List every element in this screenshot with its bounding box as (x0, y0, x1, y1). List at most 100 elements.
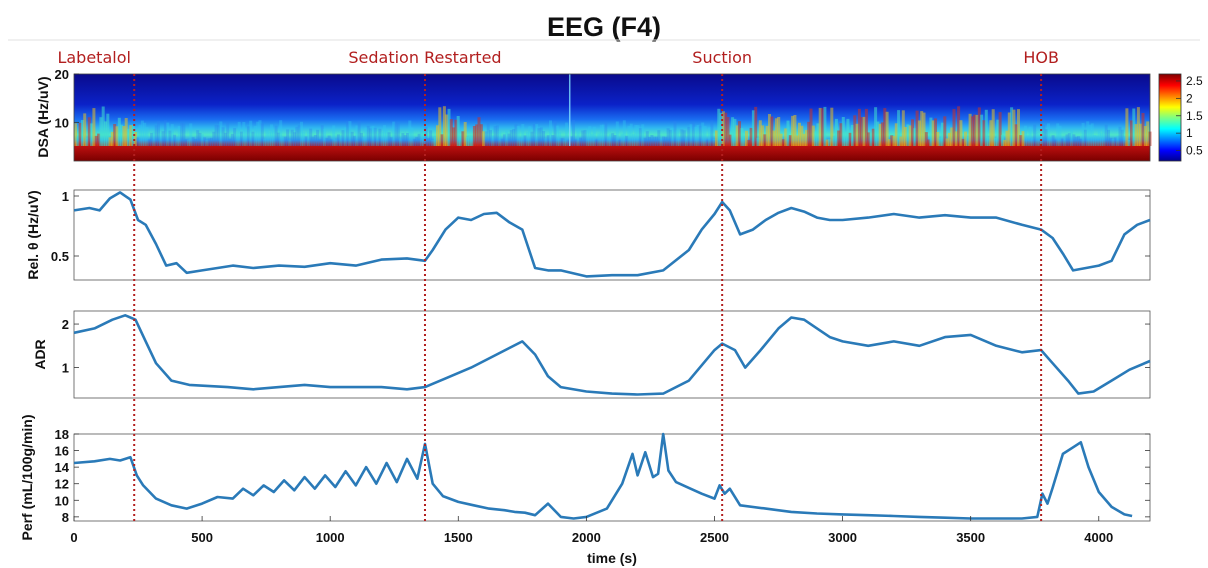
dsa-streak (1134, 124, 1138, 146)
dsa-streak (968, 113, 972, 146)
dsa-streak (1111, 139, 1115, 146)
dsa-streak (772, 130, 776, 146)
dsa-streak (876, 121, 880, 146)
dsa-streak (110, 131, 114, 146)
dsa-streak (846, 118, 850, 146)
dsa-streak (1003, 139, 1007, 146)
dsa-streak (477, 117, 481, 146)
dsa-streak (251, 131, 255, 146)
dsa-streak (728, 134, 732, 146)
dsa-streak (346, 121, 350, 146)
dsa-frame (73, 73, 1151, 162)
dsa-streak (1093, 135, 1097, 146)
dsa-streak (726, 117, 730, 146)
dsa-streak (705, 139, 709, 146)
dsa-streak (901, 110, 905, 146)
dsa-streak (811, 125, 815, 146)
dsa-streak (461, 131, 465, 146)
dsa-streak (678, 137, 682, 146)
dsa-streak (281, 136, 285, 146)
panel-frame (73, 189, 1151, 281)
dsa-streak (604, 122, 608, 146)
dsa-streak (138, 124, 142, 146)
dsa-streak (187, 139, 190, 146)
dsa-streak (973, 114, 977, 146)
dsa-streak (579, 137, 582, 146)
dsa-streak (466, 137, 469, 146)
dsa-streak (336, 134, 340, 146)
dsa-streak (85, 137, 89, 146)
dsa-streak (719, 112, 723, 146)
dsa-streak (286, 129, 290, 146)
dsa-streak (343, 127, 347, 146)
dsa-streak (922, 112, 926, 146)
dsa-streak (214, 124, 218, 146)
dsa-streak (952, 109, 956, 146)
x-tick-label: 1500 (444, 530, 473, 545)
dsa-streak (989, 120, 993, 146)
dsa-streak (1024, 125, 1027, 146)
dsa-streak (424, 126, 428, 146)
dsa-streak (830, 107, 834, 146)
dsa-streak (959, 120, 963, 146)
dsa-streak (283, 136, 287, 146)
colorbar-tick-label: 2.5 (1186, 74, 1203, 88)
dsa-streak (431, 139, 435, 146)
dsa-streak (659, 137, 663, 146)
dsa-streak (1090, 123, 1094, 146)
dsa-streak (549, 120, 552, 146)
colorbar-ticks: 0.5 1 1.5 2 2.5 (1176, 74, 1203, 158)
dsa-streak (864, 108, 868, 146)
dsa-streak (738, 121, 741, 146)
dsa-streak (426, 138, 430, 146)
dsa-streak (500, 138, 504, 146)
dsa-streak (892, 136, 896, 146)
dsa-streak (1058, 125, 1062, 146)
series-line-adr (73, 314, 1151, 396)
dsa-streak (131, 124, 135, 146)
dsa-streak (613, 135, 617, 146)
dsa-streak (219, 121, 223, 146)
dsa-streak (890, 135, 894, 146)
dsa-streak (834, 118, 838, 146)
dsa-streak (440, 134, 444, 146)
dsa-streak (1118, 126, 1122, 146)
dsa-streak (136, 137, 140, 146)
dsa-streak (632, 134, 635, 146)
dsa-streak (641, 124, 645, 146)
dsa-streak (530, 131, 534, 146)
dsa-streak (152, 132, 156, 146)
dsa-streak (542, 131, 546, 146)
event-label: Labetalol (57, 48, 130, 67)
dsa-streak (357, 120, 361, 146)
dsa-streak (977, 107, 981, 146)
dsa-streak (244, 130, 248, 146)
dsa-streak (1060, 138, 1064, 146)
dsa-streak (260, 123, 264, 146)
dsa-streak (313, 135, 317, 146)
dsa-streak (537, 128, 541, 146)
dsa-streak (265, 128, 269, 146)
dsa-streak (288, 139, 292, 146)
dsa-streak (745, 130, 748, 146)
dsa-streak (652, 136, 656, 146)
x-tick-label: 0 (70, 530, 77, 545)
dsa-streak (502, 134, 506, 146)
series-line-rel-theta (73, 191, 1151, 278)
dsa-streak (168, 130, 172, 146)
x-axis-label: time (s) (587, 550, 637, 566)
dsa-streak (479, 124, 483, 146)
dsa-streak (917, 120, 921, 146)
dsa-streak (871, 128, 875, 146)
dsa-streak (774, 118, 778, 146)
dsa-streak (721, 111, 725, 146)
dsa-streak (947, 132, 951, 146)
dsa-streak (1100, 133, 1103, 146)
dsa-streak (1047, 123, 1050, 146)
dsa-streak (97, 133, 101, 146)
dsa-streak (339, 135, 343, 146)
dsa-streak (924, 132, 928, 146)
dsa-y-axis: 10 20 (55, 67, 79, 130)
x-tick-label: 1000 (316, 530, 345, 545)
dsa-streak (1070, 129, 1074, 146)
